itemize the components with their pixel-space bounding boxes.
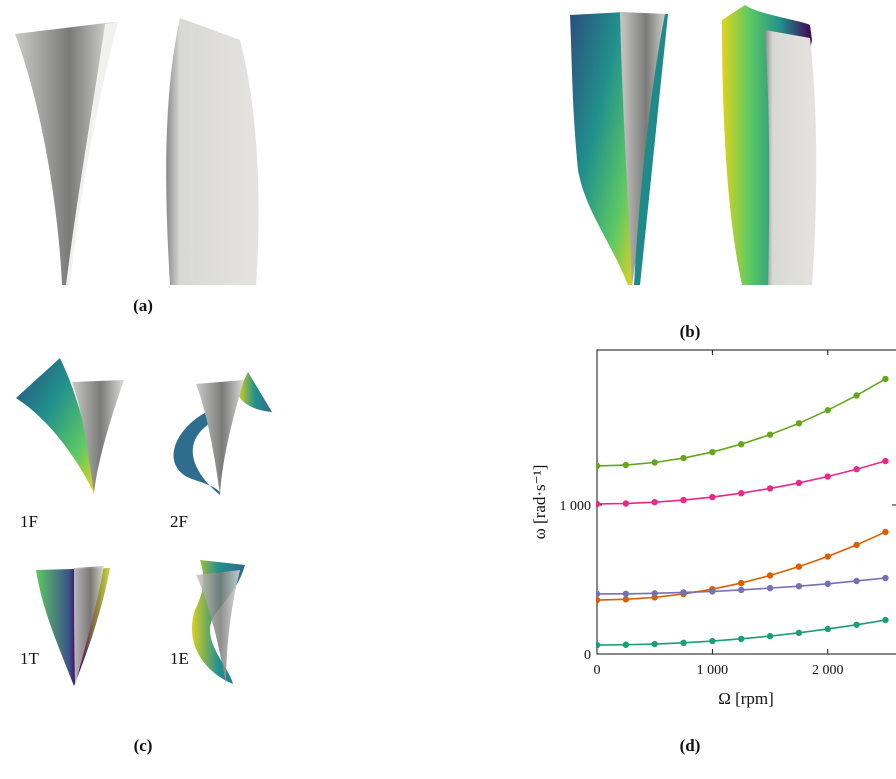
data-point	[766, 584, 774, 592]
data-point	[622, 590, 630, 597]
data-point	[680, 639, 687, 647]
y-tick-label: 1 000	[560, 499, 592, 514]
mode-label: 1E	[170, 649, 189, 668]
data-point	[824, 407, 831, 414]
data-point	[622, 461, 630, 469]
caption: (c)	[134, 736, 153, 755]
data-point	[766, 632, 774, 640]
data-point	[824, 553, 831, 560]
data-point	[738, 440, 745, 448]
data-point	[651, 640, 658, 648]
data-point	[824, 625, 831, 633]
mode-label: 2F	[170, 512, 188, 531]
data-point	[651, 459, 658, 466]
blade-undeformed	[15, 22, 114, 285]
blade-undeformed	[72, 380, 124, 493]
data-point	[622, 641, 630, 648]
data-point	[596, 641, 601, 649]
blade-undeformed-side	[765, 30, 817, 285]
data-point	[766, 485, 774, 492]
data-point	[738, 490, 745, 497]
data-point	[853, 577, 860, 585]
data-point	[680, 454, 687, 462]
data-point	[853, 541, 860, 549]
x-tick-label: 2 000	[812, 663, 844, 678]
mode-shape	[238, 372, 272, 412]
data-point	[853, 621, 860, 628]
data-point	[651, 590, 658, 597]
data-point	[709, 448, 716, 456]
data-point	[882, 375, 889, 383]
data-point	[738, 635, 745, 642]
data-point	[709, 493, 716, 501]
y-tick-label: 0	[584, 648, 591, 663]
data-point	[795, 479, 803, 487]
mode-shape	[16, 358, 94, 493]
mode-shape	[173, 410, 221, 495]
data-point	[596, 596, 601, 604]
y-axis-label: ω [rad·s⁻¹]	[530, 465, 549, 540]
data-point	[766, 431, 774, 438]
blade-deformed	[570, 12, 635, 285]
blade-edge	[634, 14, 668, 285]
data-point	[795, 420, 803, 427]
blade-undeformed	[196, 380, 244, 495]
data-point	[882, 457, 889, 465]
data-point	[738, 586, 745, 594]
caption: (a)	[133, 296, 153, 315]
plot-area	[596, 375, 889, 649]
blade-edge	[66, 22, 118, 285]
data-point	[651, 498, 658, 506]
data-point	[766, 572, 774, 579]
series-line	[596, 460, 886, 505]
mode-label: 1T	[20, 649, 40, 668]
data-point	[738, 579, 745, 587]
data-point	[709, 637, 716, 645]
data-point	[795, 582, 803, 590]
data-point	[795, 629, 803, 637]
mode-label: 1F	[20, 512, 38, 531]
panel-c: 1F 2F 1T 1E (c)	[16, 358, 272, 755]
x-axis-label: Ω [rpm]	[718, 689, 774, 708]
blade-undeformed	[196, 570, 240, 684]
data-point	[853, 466, 860, 473]
data-point	[680, 589, 687, 596]
data-point	[622, 500, 630, 507]
data-point	[882, 574, 889, 582]
data-point	[882, 616, 889, 624]
series-line	[596, 378, 886, 467]
caption: (b)	[680, 322, 701, 341]
panel-d: ω [rad·s⁻¹] Ω [rpm] (d) 0 1 000 0 1 000 2 00…	[530, 349, 896, 755]
x-tick-label: 1 000	[697, 663, 729, 678]
caption: (d)	[680, 736, 701, 755]
data-point	[882, 528, 889, 536]
data-point	[680, 496, 687, 504]
data-point	[596, 462, 601, 470]
blade-side	[166, 18, 259, 285]
data-point	[795, 563, 803, 570]
data-point	[596, 500, 601, 508]
data-point	[853, 392, 860, 399]
panel-a: (a)	[15, 18, 259, 315]
x-tick-label: 0	[594, 663, 601, 678]
blade-undeformed	[74, 566, 104, 686]
data-point	[622, 596, 630, 603]
panel-b: (b)	[570, 5, 817, 341]
data-point	[824, 580, 831, 588]
data-point	[709, 588, 716, 595]
data-point	[824, 473, 831, 480]
data-point	[596, 590, 601, 598]
